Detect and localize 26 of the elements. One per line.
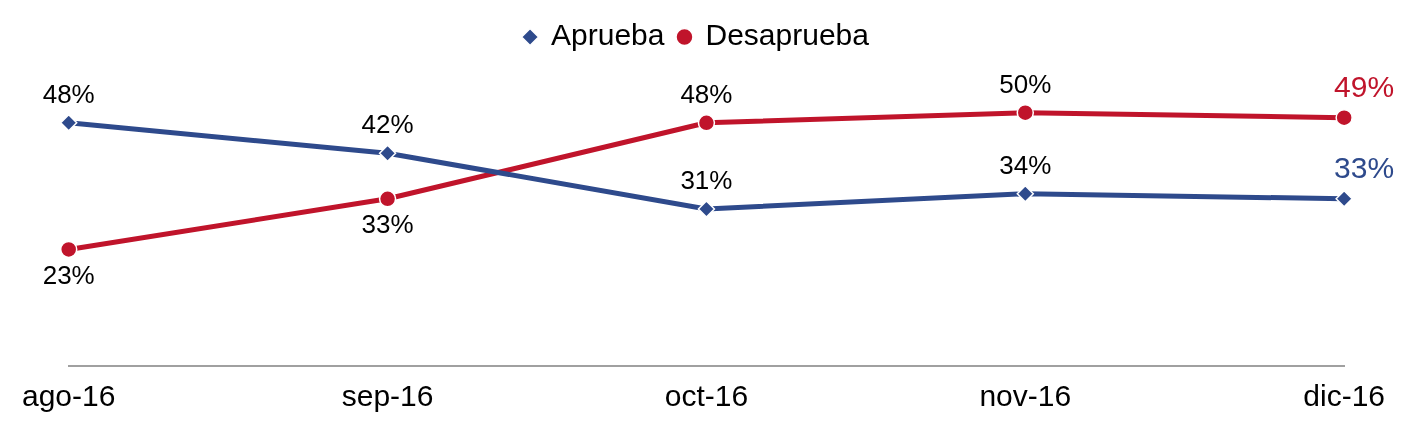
- legend-label: Desaprueba: [705, 18, 870, 52]
- legend-label: Aprueba: [551, 18, 665, 52]
- x-tick-label: nov-16: [979, 379, 1072, 413]
- point: [697, 114, 716, 132]
- point: [1335, 190, 1353, 208]
- data-label: 42%: [361, 109, 414, 140]
- data-label: 48%: [680, 78, 733, 109]
- x-tick-label: ago-16: [22, 379, 116, 413]
- data-label: 23%: [42, 259, 95, 290]
- point: [697, 200, 716, 218]
- point: [378, 144, 397, 162]
- point: [378, 190, 397, 208]
- x-tick-label: oct-16: [664, 379, 749, 413]
- point: [59, 114, 78, 132]
- data-label: 33%: [361, 208, 414, 239]
- x-tick-label: sep-16: [341, 379, 434, 413]
- data-label: 50%: [999, 68, 1052, 99]
- x-tick-label: dic-16: [1303, 379, 1385, 413]
- data-label: 49%: [1334, 70, 1395, 103]
- data-label: 48%: [42, 78, 95, 109]
- point: [1016, 103, 1035, 122]
- data-label: 34%: [999, 149, 1052, 180]
- point: [59, 240, 78, 259]
- point: [1335, 108, 1353, 127]
- data-label: 31%: [680, 165, 733, 196]
- data-label: 33%: [1334, 151, 1395, 185]
